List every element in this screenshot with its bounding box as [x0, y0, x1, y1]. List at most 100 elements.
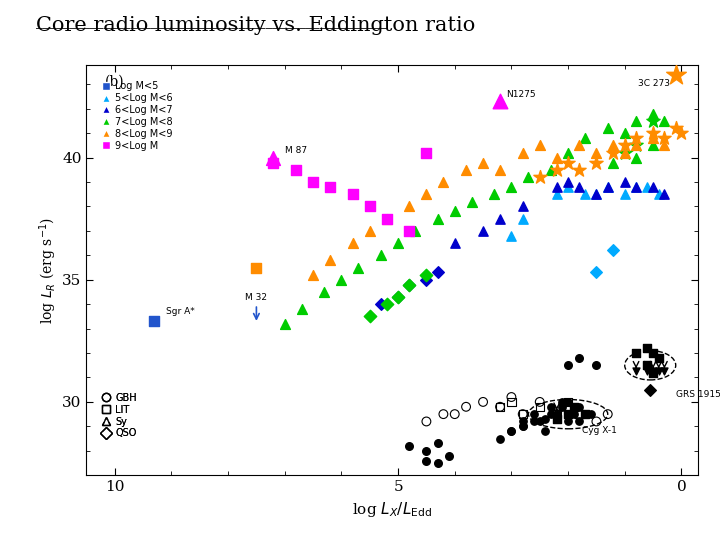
Point	[670, 70, 682, 79]
Point	[551, 153, 562, 162]
Text: Core radio luminosity vs. Eddington ratio: Core radio luminosity vs. Eddington rati…	[36, 16, 475, 35]
Point	[404, 442, 415, 450]
Point	[251, 263, 262, 272]
Text: M 87: M 87	[284, 146, 307, 155]
Point	[392, 293, 404, 301]
Point	[602, 183, 613, 191]
Point	[432, 214, 444, 223]
Point	[653, 354, 665, 362]
Point	[336, 275, 347, 284]
Point	[630, 367, 642, 376]
Point	[580, 410, 591, 418]
Point	[540, 415, 552, 423]
Point	[562, 158, 574, 167]
X-axis label: log $L_X/L_{\rm Edd}$: log $L_X/L_{\rm Edd}$	[352, 500, 433, 518]
Point	[477, 158, 489, 167]
Point	[449, 207, 461, 215]
Point	[404, 280, 415, 289]
Point	[551, 410, 562, 418]
Point	[268, 158, 279, 167]
Point	[381, 214, 392, 223]
Point	[647, 368, 659, 377]
Point	[420, 417, 432, 426]
Point	[466, 197, 477, 206]
Point	[551, 183, 562, 191]
Text: Sgr A*: Sgr A*	[166, 307, 194, 316]
Point	[392, 293, 404, 301]
Text: N1275: N1275	[505, 90, 536, 99]
Point	[619, 141, 631, 150]
Point	[534, 141, 546, 150]
Point	[364, 227, 376, 235]
Point	[659, 367, 670, 376]
Point	[381, 214, 392, 223]
Point	[517, 417, 528, 426]
Point	[642, 361, 653, 369]
Point	[580, 190, 591, 199]
Point	[404, 202, 415, 211]
Point	[630, 153, 642, 162]
Point	[307, 178, 319, 186]
Point	[392, 239, 404, 247]
Point	[420, 275, 432, 284]
Point	[647, 349, 659, 357]
Point	[580, 410, 591, 418]
Point	[590, 190, 602, 199]
Point	[562, 183, 574, 191]
Point	[528, 417, 540, 426]
Point	[432, 458, 444, 467]
Point	[568, 402, 580, 411]
Point	[647, 134, 659, 143]
Point	[574, 402, 585, 411]
Point	[404, 280, 415, 289]
Point	[574, 166, 585, 174]
Point	[590, 158, 602, 167]
Point	[551, 190, 562, 199]
Point	[324, 183, 336, 191]
Point	[489, 190, 500, 199]
Point	[517, 410, 528, 418]
Point	[534, 397, 546, 406]
Point	[630, 349, 642, 357]
Point	[647, 109, 659, 118]
Point	[545, 402, 557, 411]
Point	[619, 148, 631, 157]
Point	[647, 129, 659, 138]
Text: 3C 273: 3C 273	[638, 79, 670, 89]
Point	[495, 166, 506, 174]
Point	[642, 183, 653, 191]
Point	[319, 288, 330, 296]
Point	[505, 232, 517, 240]
Point	[505, 397, 517, 406]
Point	[444, 451, 455, 460]
Point	[630, 117, 642, 125]
Point	[580, 134, 591, 143]
Point	[670, 124, 682, 133]
Point	[432, 268, 444, 277]
Point	[562, 397, 574, 406]
Point	[562, 402, 574, 411]
Point	[574, 183, 585, 191]
Text: GRS 1915: GRS 1915	[676, 390, 720, 399]
Point	[505, 427, 517, 436]
Point	[647, 141, 659, 150]
Point	[602, 183, 613, 191]
Point	[568, 402, 580, 411]
Point	[495, 214, 506, 223]
Point	[364, 312, 376, 321]
Point	[574, 417, 585, 426]
Point	[551, 166, 562, 174]
Point	[659, 141, 670, 150]
Point	[602, 410, 613, 418]
Point	[653, 367, 665, 376]
Point	[642, 344, 653, 353]
Point	[534, 402, 546, 411]
Point	[495, 402, 506, 411]
Point	[590, 190, 602, 199]
Point	[574, 410, 585, 418]
Point	[517, 422, 528, 431]
Point	[505, 427, 517, 436]
Point	[608, 148, 619, 157]
Point	[653, 190, 665, 199]
Point	[562, 178, 574, 186]
